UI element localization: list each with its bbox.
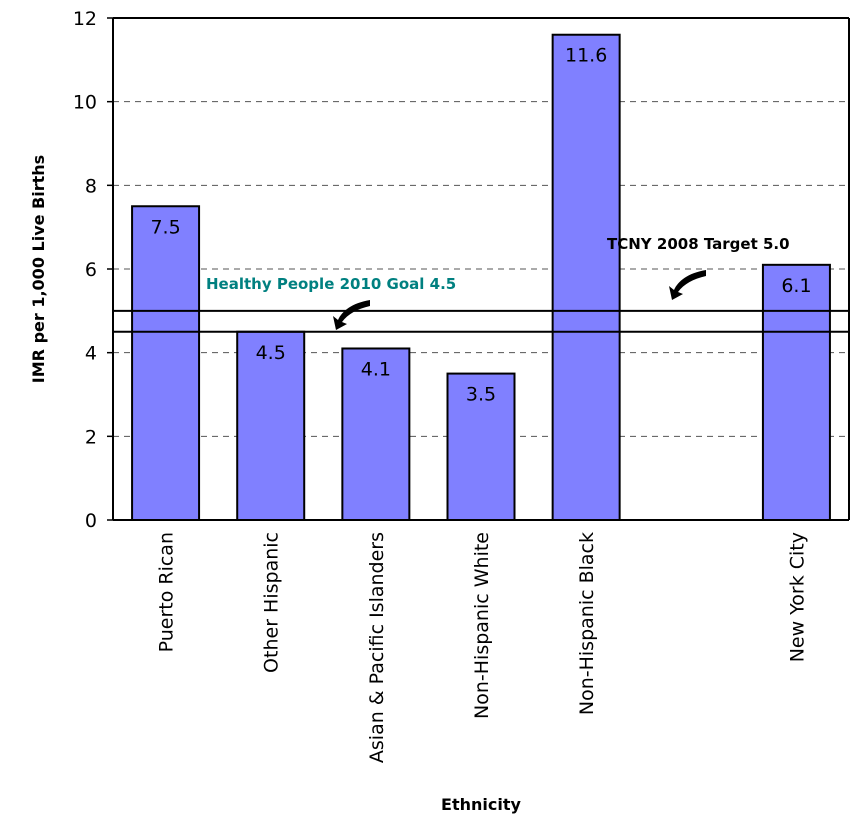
data-labels: 7.5 4.5 4.1 3.5 11.6 6.1 bbox=[150, 45, 811, 406]
y-tick-label-0: 0 bbox=[85, 510, 97, 532]
x-tick-label-4: Non-Hispanic Black bbox=[576, 532, 598, 715]
bar-6 bbox=[761, 263, 831, 522]
data-label-2: 4.1 bbox=[361, 358, 391, 380]
y-tick-label-1: 2 bbox=[85, 426, 97, 448]
bar-3 bbox=[446, 372, 516, 522]
data-label-1: 4.5 bbox=[256, 342, 286, 364]
y-tick-label-6: 12 bbox=[73, 8, 97, 30]
target-arrow-icon bbox=[669, 270, 706, 300]
bar-4 bbox=[551, 33, 621, 521]
data-label-0: 7.5 bbox=[150, 216, 180, 238]
y-tick-label-2: 4 bbox=[85, 343, 97, 365]
bar-0 bbox=[131, 205, 201, 521]
reference-lines bbox=[113, 309, 849, 333]
y-tick-label-4: 8 bbox=[85, 175, 97, 197]
x-tick-label-2: Asian & Pacific Islanders bbox=[366, 532, 388, 763]
y-tick-label-5: 10 bbox=[73, 92, 97, 114]
data-label-4: 11.6 bbox=[565, 45, 607, 67]
x-tick-label-0: Puerto Rican bbox=[156, 532, 178, 652]
x-tick-label-3: Non-Hispanic White bbox=[471, 532, 493, 719]
reference-label-target: TCNY 2008 Target 5.0 bbox=[607, 235, 790, 253]
x-tick-labels: Puerto Rican Other Hispanic Asian & Pacifi… bbox=[156, 532, 809, 763]
data-label-3: 3.5 bbox=[466, 384, 496, 406]
bar-1 bbox=[236, 330, 306, 521]
x-tick-label-1: Other Hispanic bbox=[261, 532, 283, 673]
bar-2 bbox=[341, 347, 411, 521]
x-tick-label-6: New York City bbox=[786, 532, 808, 662]
y-tick-labels: 0 2 4 6 8 10 12 bbox=[73, 8, 113, 532]
x-axis-label: Ethnicity bbox=[441, 795, 521, 814]
y-tick-label-3: 6 bbox=[85, 259, 97, 281]
goal-arrow-icon bbox=[333, 300, 370, 330]
data-label-6: 6.1 bbox=[781, 275, 811, 297]
y-axis-label: IMR per 1,000 Live Births bbox=[29, 155, 48, 383]
bars bbox=[131, 33, 831, 522]
reference-label-goal: Healthy People 2010 Goal 4.5 bbox=[206, 275, 456, 293]
